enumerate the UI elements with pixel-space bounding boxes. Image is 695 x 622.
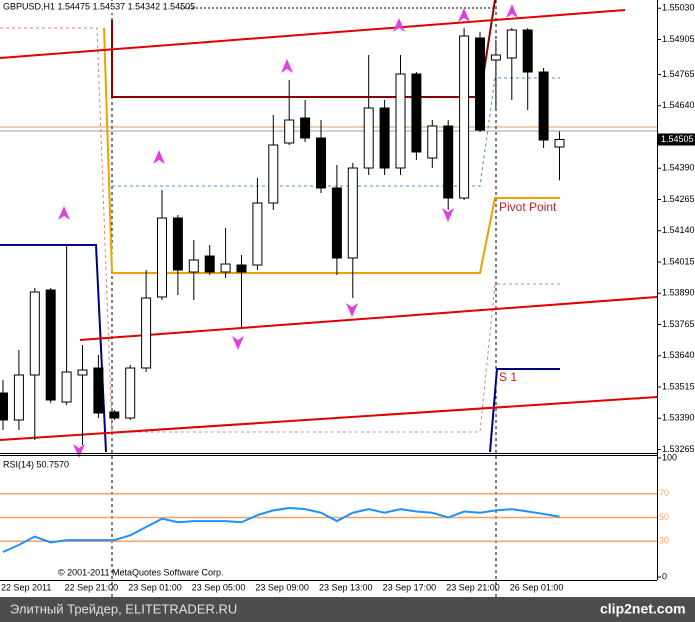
x-tick-label: 23 Sep 21:00 <box>446 582 500 592</box>
candle-body <box>141 297 152 369</box>
price-label-bg <box>658 133 695 146</box>
y-tick-label: 1.54765 <box>662 69 695 79</box>
title-bg <box>0 1 180 13</box>
candle-body <box>157 217 167 298</box>
y-tick-label: 1.53265 <box>662 444 695 454</box>
fractal-up <box>393 18 405 32</box>
fractal-down <box>73 444 85 458</box>
y-tick-label: 1.53390 <box>662 413 695 423</box>
y-tick-label: 100 <box>662 452 677 462</box>
candle-body <box>427 125 438 159</box>
candle-body <box>29 291 40 376</box>
candle-body <box>220 263 231 273</box>
y-tick-label: 0 <box>662 571 667 581</box>
candle-body <box>13 374 24 421</box>
candle-body <box>236 264 247 273</box>
candle-body <box>475 37 485 131</box>
pivot-line <box>103 27 560 274</box>
x-tick-label: 23 Sep 05:00 <box>192 582 246 592</box>
fractal-down <box>442 208 454 222</box>
candle-body <box>0 392 8 421</box>
candle-body <box>411 73 422 153</box>
y-tick-label: 1.54140 <box>662 225 695 235</box>
candle-body <box>268 144 279 204</box>
candle-body <box>109 411 120 419</box>
candle-body <box>77 369 88 376</box>
drawings <box>0 0 658 597</box>
channel-line <box>0 9 626 59</box>
dashed-level <box>0 27 560 433</box>
fractal-down <box>346 303 358 317</box>
level-label: 30 <box>659 536 669 546</box>
candle-body <box>379 107 390 169</box>
candle-body <box>45 289 56 401</box>
rsi-line <box>2 506 560 553</box>
chart-title: GBPUSD,H1 1.54475 1.54537 1.54342 1.5450… <box>3 1 195 11</box>
candle-body <box>395 73 406 169</box>
fractal-down <box>232 336 244 350</box>
y-tick-label: 1.54015 <box>662 256 695 266</box>
fractal-up <box>58 206 70 220</box>
candle-body <box>538 71 549 141</box>
fractals <box>58 4 518 458</box>
dashed-level <box>112 77 560 187</box>
candle-body <box>204 255 215 273</box>
y-tick-label: 1.54905 <box>662 34 695 44</box>
fractal-up <box>281 59 293 73</box>
x-tick-label: 23 Sep 13:00 <box>319 582 373 592</box>
annotation: Pivot Point <box>499 200 557 214</box>
candle-body <box>284 119 295 144</box>
y-tick-label: 1.53640 <box>662 350 695 360</box>
channel-line <box>79 296 658 341</box>
x-tick-label: 23 Sep 09:00 <box>255 582 309 592</box>
candle-body <box>506 29 517 59</box>
y-tick-label: 1.53765 <box>662 319 695 329</box>
candle-body <box>331 187 342 259</box>
candle-body <box>188 259 199 273</box>
level-label: 50 <box>659 512 669 522</box>
x-tick-label: 26 Sep 01:00 <box>510 582 564 592</box>
copyright: © 2001-2011 MetaQuotes Software Corp. <box>58 567 224 577</box>
y-tick-label: 1.54390 <box>662 163 695 173</box>
fractal-up <box>153 150 165 164</box>
fractal-up <box>506 4 518 18</box>
candle-body <box>172 217 183 271</box>
indicator-title: RSI(14) 50.7570 <box>3 459 69 469</box>
annotation: S 1 <box>499 370 517 384</box>
candle-body <box>554 139 565 148</box>
candle-body <box>443 125 454 199</box>
x-tick-label: 22 Sep 2011 <box>1 582 51 592</box>
candle-body <box>93 367 104 414</box>
candle-body <box>316 137 326 189</box>
x-tick-label: 23 Sep 17:00 <box>383 582 437 592</box>
y-tick-label: 1.53890 <box>662 288 695 298</box>
footer-logo: clip2net.com <box>600 601 686 617</box>
y-tick-label: 1.55030 <box>662 3 695 13</box>
footer-bar <box>0 597 695 622</box>
current-price: 1.54505 <box>661 134 694 144</box>
y-tick-label: 1.53515 <box>662 381 695 391</box>
candles <box>0 28 565 445</box>
resistance-line <box>111 0 496 98</box>
candle-body <box>347 167 358 259</box>
x-tick-label: 22 Sep 21:00 <box>65 582 119 592</box>
candle-body <box>459 35 470 199</box>
y-tick-label: 1.54265 <box>662 194 695 204</box>
candle-body <box>125 367 136 419</box>
footer-site: Элитный Трейдер, ELITETRADER.RU <box>10 601 237 616</box>
candle-body <box>300 117 311 139</box>
candle-body <box>61 371 72 403</box>
support-line <box>489 368 560 453</box>
y-tick-label: 1.54640 <box>662 100 695 110</box>
channel-line <box>0 396 658 441</box>
candle-body <box>522 29 533 73</box>
x-tick-label: 23 Sep 01:00 <box>128 582 182 592</box>
candle-body <box>490 54 501 61</box>
level-label: 70 <box>659 488 669 498</box>
candle-body <box>363 107 374 169</box>
fractal-up <box>458 8 470 22</box>
candle-body <box>252 202 263 266</box>
